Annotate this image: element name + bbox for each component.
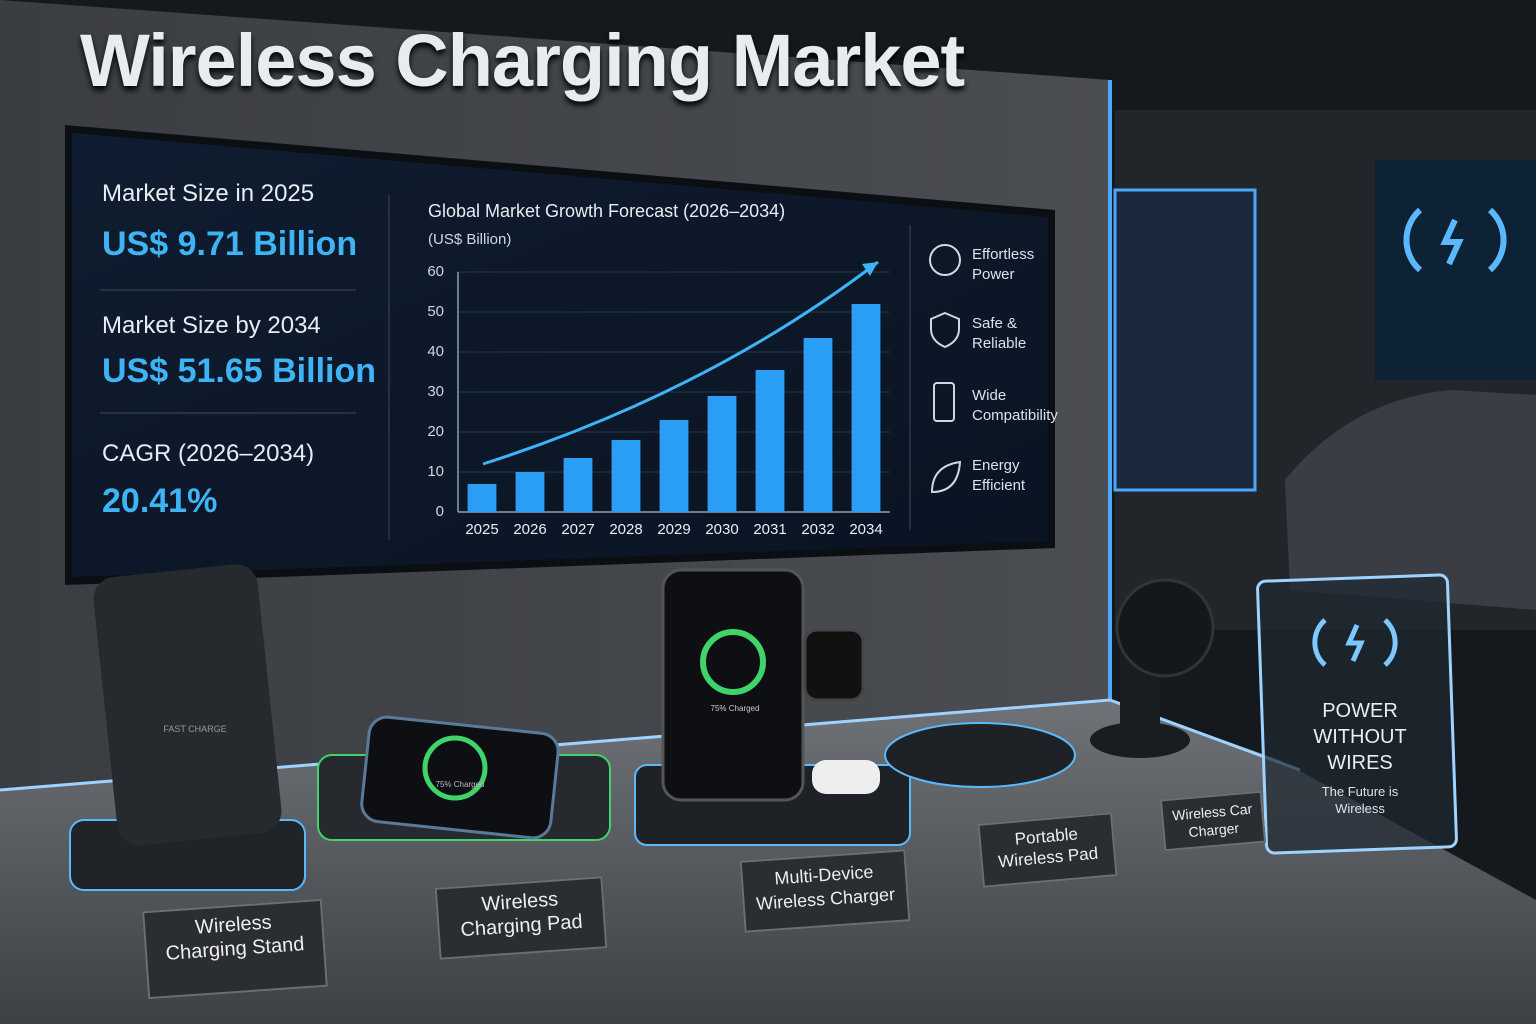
x-tick-label: 2029 <box>657 521 690 538</box>
product-label: Multi-Device Wireless Charger <box>739 849 911 933</box>
y-tick-label: 50 <box>427 303 444 320</box>
icon-power <box>929 244 961 276</box>
bar <box>803 338 833 512</box>
main-title: Wireless Charging Market <box>80 19 965 102</box>
product-label: Portable Wireless Pad <box>977 812 1118 888</box>
pad-screen-text: 75% Charged <box>435 780 485 789</box>
y-tick-label: 40 <box>427 343 444 360</box>
icon-phone <box>933 382 955 422</box>
watch <box>803 628 865 702</box>
chart-title: Global Market Growth Forecast (2026–2034… <box>428 201 785 221</box>
stat-label: CAGR (2026–2034) <box>102 440 315 467</box>
x-tick-label: 2030 <box>705 521 738 538</box>
earbuds <box>812 760 880 794</box>
y-tick-label: 20 <box>427 423 444 440</box>
multi-phone <box>661 568 805 802</box>
icon-leaf <box>930 460 962 494</box>
product-label: Wireless Charging Pad <box>434 876 608 960</box>
x-tick-label: 2034 <box>849 521 882 538</box>
bar <box>611 440 641 512</box>
feature-icons <box>929 244 962 494</box>
showroom-window <box>1113 188 1257 492</box>
stat-value: US$ 9.71 Billion <box>102 225 358 263</box>
stand-text: FAST CHARGE <box>163 724 227 734</box>
bar <box>707 396 737 512</box>
stat-value: 20.41% <box>102 482 218 520</box>
showroom-sign <box>1375 160 1536 380</box>
bar <box>659 420 689 512</box>
feature: Safe & Reliable <box>972 315 1027 352</box>
product-label: Wireless Charging Stand <box>142 898 328 1000</box>
bar <box>515 472 545 512</box>
pad-ring <box>422 735 488 801</box>
trend-arrow-head <box>862 262 878 276</box>
x-tick-label: 2028 <box>609 521 642 538</box>
sign-tagline: The Future is Wireless <box>1321 784 1399 816</box>
stat-value: US$ 51.65 Billion <box>102 352 376 390</box>
y-tick-label: 10 <box>427 463 444 480</box>
sign-headline: POWER WITHOUT WIRES <box>1313 700 1407 774</box>
stand <box>93 564 282 846</box>
showroom-icon <box>1403 207 1507 273</box>
car-charger-head <box>1115 578 1215 678</box>
portable-pad <box>884 722 1076 788</box>
sign-acrylic <box>1256 573 1458 855</box>
bar <box>851 304 881 512</box>
chart-subtitle: (US$ Billion) <box>428 231 511 248</box>
trend-arrow <box>482 260 879 466</box>
x-tick-label: 2027 <box>561 521 594 538</box>
feature: Energy Efficient <box>972 457 1026 494</box>
car <box>1285 390 1536 610</box>
y-tick-label: 60 <box>427 263 444 280</box>
feature: Effortless Power <box>972 246 1035 283</box>
icon-shield <box>930 311 960 349</box>
product-label: Wireless Car Charger <box>1159 790 1267 852</box>
x-tick-label: 2025 <box>465 521 498 538</box>
stat-label: Market Size in 2025 <box>102 180 315 207</box>
sign-icon <box>1312 618 1398 667</box>
x-tick-label: 2026 <box>513 521 546 538</box>
x-tick-label: 2031 <box>753 521 786 538</box>
y-tick-label: 0 <box>436 503 444 520</box>
multi-screen-text: 75% Charged <box>710 704 760 713</box>
feature: Wide Compatibility <box>972 387 1058 424</box>
stat-label: Market Size by 2034 <box>102 312 321 339</box>
chart: Global Market Growth Forecast (2026–2034… <box>427 201 890 538</box>
multi-ring <box>700 629 766 695</box>
bar <box>467 484 497 512</box>
y-tick-label: 30 <box>427 383 444 400</box>
bar <box>755 370 785 512</box>
x-tick-label: 2032 <box>801 521 834 538</box>
bar <box>563 458 593 512</box>
pad-phone <box>360 715 560 840</box>
